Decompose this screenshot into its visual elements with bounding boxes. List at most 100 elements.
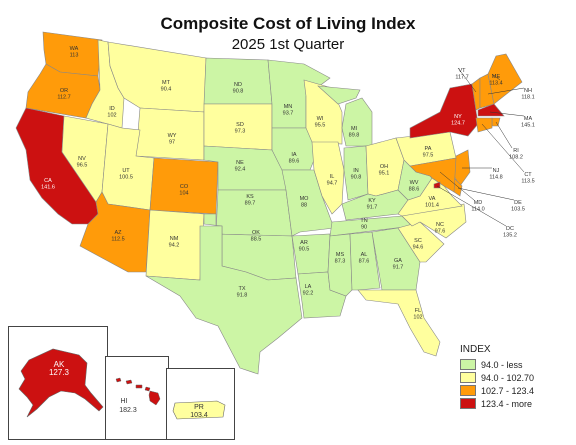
legend-label: 123.4 - more	[481, 398, 533, 409]
state-label-nm: NM	[170, 236, 179, 242]
state-label-sd: SD	[236, 122, 244, 128]
state-value-ny: 124.7	[451, 121, 465, 127]
alaska-inset: AK 127.3	[8, 326, 108, 440]
alaska-shape: AK 127.3	[18, 348, 104, 418]
state-value-nc: 97.6	[435, 229, 446, 235]
state-label-ny: NY	[454, 114, 462, 120]
state-label-pa: PA	[425, 146, 432, 152]
leader-line	[491, 73, 501, 81]
state-value-wi: 95.5	[315, 123, 326, 129]
state-label-wy: WY	[168, 133, 177, 139]
state-label-ar: AR	[300, 240, 308, 246]
state-label-oh: OH	[380, 164, 388, 170]
state-value-id: 102	[107, 113, 116, 119]
state-label-ma: MA	[524, 116, 533, 122]
state-value-ca: 141.6	[41, 185, 55, 191]
state-label-nd: ND	[234, 82, 242, 88]
leader-line	[457, 187, 515, 201]
state-value-ri: 108.2	[509, 155, 523, 161]
state-value-in: 90.8	[351, 175, 362, 181]
leader-line	[489, 111, 525, 117]
state-value-tn: 90	[361, 225, 367, 231]
state-label-wa: WA	[70, 46, 79, 52]
state-az[interactable]	[79, 191, 151, 273]
state-al[interactable]	[349, 231, 381, 291]
state-label-mo: MO	[300, 196, 310, 202]
legend-label: 102.7 - 123.4	[481, 385, 535, 396]
state-label-ri: RI	[513, 148, 519, 154]
legend: INDEX 94.0 - less 94.0 - 102.70 102.7 - …	[460, 344, 570, 410]
state-label-in: IN	[353, 168, 359, 174]
leader-line	[439, 171, 475, 201]
state-label-tx: TX	[238, 286, 245, 292]
state-label-md: MD	[474, 200, 483, 206]
leader-line	[487, 87, 525, 95]
state-value-de: 103.5	[511, 207, 525, 213]
state-value-ar: 90.5	[299, 247, 310, 253]
state-label-al: AL	[361, 252, 368, 258]
state-label-dc: DC	[506, 226, 514, 232]
state-il[interactable]	[311, 141, 345, 215]
state-label-ia: IA	[291, 152, 297, 158]
legend-label: 94.0 - 102.70	[481, 372, 535, 383]
leader-line	[481, 123, 525, 173]
state-value-mi: 89.8	[349, 133, 360, 139]
state-value-oh: 95.1	[379, 171, 390, 177]
state-label-sc: SC	[414, 238, 422, 244]
leader-line	[495, 121, 513, 149]
state-ny[interactable]	[409, 83, 479, 139]
state-in[interactable]	[343, 145, 369, 201]
state-label-fl: FL	[415, 308, 421, 314]
puerto-rico-shape: PR 103.4	[172, 400, 226, 420]
state-label-id: ID	[109, 106, 115, 112]
state-nc[interactable]	[401, 203, 467, 239]
state-label-pr: PR	[194, 404, 204, 411]
state-value-nh: 118.1	[521, 95, 534, 101]
state-value-ky: 91.7	[367, 205, 378, 211]
state-value-me: 113.4	[489, 81, 502, 87]
state-ms[interactable]	[327, 233, 353, 297]
state-value-ms: 87.3	[335, 259, 346, 265]
state-fl[interactable]	[357, 289, 441, 357]
state-label-ut: UT	[122, 168, 130, 174]
legend-title: INDEX	[460, 344, 491, 355]
state-label-ca: CA	[44, 178, 52, 184]
state-label-ks: KS	[246, 194, 254, 200]
state-value-az: 112.5	[111, 237, 124, 243]
state-value-mt: 90.4	[161, 87, 172, 93]
state-tx[interactable]	[145, 225, 303, 375]
state-label-tn: TN	[360, 218, 367, 224]
state-label-vt: VT	[458, 68, 466, 74]
state-value-ga: 91.7	[393, 265, 404, 271]
state-value-nj: 114.8	[489, 175, 502, 181]
state-label-mi: MI	[351, 126, 358, 132]
state-value-ut: 100.5	[119, 175, 133, 181]
state-value-ia: 89.6	[289, 159, 300, 165]
state-ct[interactable]	[475, 117, 493, 133]
state-value-va: 101.4	[425, 203, 439, 209]
state-value-nm: 94.2	[169, 243, 180, 249]
legend-swatch	[460, 359, 476, 370]
legend-item: 94.0 - less	[460, 358, 570, 371]
state-label-mn: MN	[284, 104, 293, 110]
state-nd[interactable]	[203, 57, 273, 105]
state-label-nv: NV	[78, 156, 86, 162]
state-value-wv: 88.6	[409, 187, 420, 193]
state-label-ga: GA	[394, 258, 402, 264]
state-label-ms: MS	[336, 252, 345, 258]
state-value-ma: 145.1	[521, 123, 535, 129]
state-label-nj: NJ	[493, 168, 500, 174]
state-label-co: CO	[180, 184, 189, 190]
state-label-ak: AK	[54, 360, 65, 369]
legend-swatch	[460, 398, 476, 409]
state-label-ne: NE	[236, 160, 244, 166]
state-value-vt: 117.7	[455, 75, 468, 81]
hawaii-inset: HI 182.3	[105, 356, 169, 440]
map-subtitle: 2025 1st Quarter	[231, 36, 345, 53]
state-ar[interactable]	[291, 233, 331, 275]
puerto-rico-inset: PR 103.4	[166, 368, 235, 440]
state-value-nd: 90.8	[233, 89, 244, 95]
state-md[interactable]	[409, 157, 457, 193]
state-value-tx: 91.8	[237, 293, 248, 299]
state-label-nh: NH	[524, 88, 532, 94]
